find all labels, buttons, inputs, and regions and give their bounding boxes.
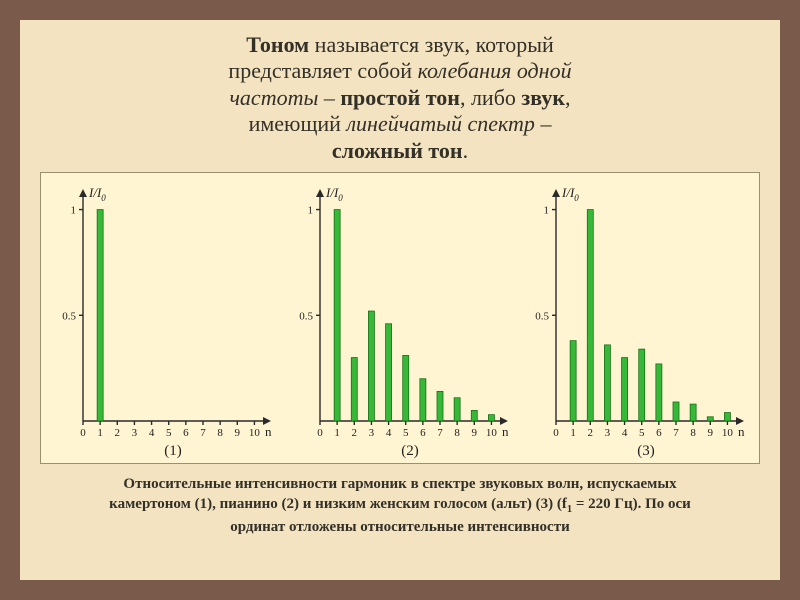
svg-text:8: 8	[454, 427, 460, 439]
svg-text:I/I0: I/I0	[561, 185, 579, 203]
svg-text:n: n	[502, 424, 509, 439]
caption: Относительные интенсивности гармоник в с…	[40, 464, 760, 538]
svg-text:1: 1	[334, 427, 340, 439]
svg-text:2: 2	[351, 427, 357, 439]
svg-text:3: 3	[605, 427, 611, 439]
svg-text:1: 1	[544, 205, 550, 217]
svg-text:(3): (3)	[638, 443, 656, 459]
svg-text:4: 4	[385, 427, 391, 439]
title-l3-mid: –	[318, 85, 340, 110]
svg-text:4: 4	[149, 427, 155, 439]
svg-text:6: 6	[420, 427, 426, 439]
svg-text:4: 4	[622, 427, 628, 439]
title-l3-comma: ,	[565, 85, 571, 110]
chart-panel-3: 0.51012345678910I/I0n(3)	[520, 181, 753, 461]
svg-text:9: 9	[235, 427, 241, 439]
svg-text:9: 9	[708, 427, 714, 439]
svg-text:2: 2	[588, 427, 594, 439]
svg-text:0.5: 0.5	[299, 310, 313, 322]
svg-text:9: 9	[471, 427, 477, 439]
svg-text:7: 7	[674, 427, 680, 439]
svg-text:0.5: 0.5	[62, 310, 76, 322]
svg-text:6: 6	[656, 427, 662, 439]
svg-text:5: 5	[403, 427, 409, 439]
svg-text:7: 7	[437, 427, 443, 439]
svg-text:0: 0	[80, 427, 86, 439]
svg-text:8: 8	[217, 427, 223, 439]
svg-text:(2): (2)	[401, 443, 419, 459]
svg-text:2: 2	[115, 427, 121, 439]
svg-text:1: 1	[307, 205, 313, 217]
svg-text:1: 1	[571, 427, 577, 439]
caption-line2a: камертоном (1), пианино (2) и низким жен…	[109, 496, 567, 512]
svg-text:1: 1	[71, 205, 77, 217]
svg-text:3: 3	[368, 427, 374, 439]
svg-text:0: 0	[317, 427, 323, 439]
title-l3-rest: , либо	[460, 85, 521, 110]
title-l3-em: частоты	[229, 85, 318, 110]
svg-text:(1): (1)	[164, 443, 182, 459]
caption-line1: Относительные интенсивности гармоник в с…	[123, 476, 676, 492]
svg-text:1: 1	[97, 427, 103, 439]
title-l4a: имеющий	[249, 111, 347, 136]
svg-text:0.5: 0.5	[536, 310, 550, 322]
title-l3-bold2: звук	[521, 85, 565, 110]
svg-text:10: 10	[249, 427, 261, 439]
svg-text:5: 5	[166, 427, 172, 439]
title-word-tonom: Тоном	[246, 32, 309, 57]
svg-text:6: 6	[183, 427, 189, 439]
svg-text:8: 8	[691, 427, 697, 439]
svg-text:3: 3	[132, 427, 138, 439]
svg-text:10: 10	[486, 427, 498, 439]
title-l5-dot: .	[463, 138, 469, 163]
chart-row: 0.51012345678910I/I0n(1) 0.5101234567891…	[40, 172, 760, 464]
title-l2a: представляет собой	[228, 58, 417, 83]
title-l3-bold: простой тон	[340, 85, 460, 110]
title-l5-bold: сложный тон	[332, 138, 463, 163]
title-l2-em: колебания одной	[418, 58, 572, 83]
chart-panel-1: 0.51012345678910I/I0n(1)	[47, 181, 280, 461]
svg-text:n: n	[738, 424, 745, 439]
svg-text:I/I0: I/I0	[325, 185, 343, 203]
svg-text:I/I0: I/I0	[88, 185, 106, 203]
title-l1-rest: называется звук, который	[309, 32, 554, 57]
svg-text:7: 7	[200, 427, 206, 439]
caption-line3: ординат отложены относительные интенсивн…	[230, 519, 569, 535]
svg-text:5: 5	[639, 427, 645, 439]
caption-line2b: = 220 Гц). По оси	[572, 496, 691, 512]
svg-text:n: n	[265, 424, 272, 439]
title-block: Тоном называется звук, который представл…	[40, 30, 760, 172]
svg-text:10: 10	[722, 427, 734, 439]
svg-text:0: 0	[554, 427, 560, 439]
title-l4-rest: –	[535, 111, 552, 136]
chart-panel-2: 0.51012345678910I/I0n(2)	[284, 181, 517, 461]
title-l4-em: линейчатый спектр	[346, 111, 534, 136]
